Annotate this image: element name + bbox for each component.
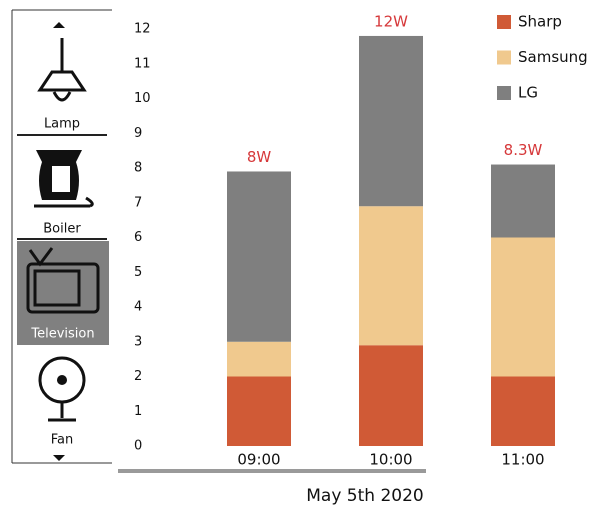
item-label: Television <box>30 327 94 342</box>
y-tick-label: 0 <box>134 439 142 454</box>
y-tick-label: 2 <box>134 369 142 384</box>
scroll-up[interactable] <box>53 22 65 28</box>
bar-segment <box>227 376 291 446</box>
item-label: Lamp <box>44 117 80 132</box>
x-tick-label: 10:00 <box>369 451 412 469</box>
y-tick-label: 10 <box>134 91 151 106</box>
y-tick-label: 11 <box>134 56 151 71</box>
bar-segment <box>359 206 423 346</box>
bar-segment <box>491 164 555 238</box>
fan-stand <box>48 402 76 422</box>
time-scrollbar[interactable] <box>118 469 426 473</box>
x-tick-label: 09:00 <box>237 451 280 469</box>
tv-icon <box>26 262 100 314</box>
legend-label: Sharp <box>518 13 562 31</box>
legend-swatch <box>497 50 511 65</box>
boiler-cord <box>34 196 94 208</box>
bar-segment <box>227 171 291 342</box>
bar-segment <box>359 35 423 207</box>
sidebar-item[interactable]: Lamp <box>17 38 107 136</box>
boiler-window <box>52 166 70 192</box>
lamp-icon <box>37 38 87 102</box>
y-tick-label: 3 <box>134 334 142 349</box>
y-tick-label: 9 <box>134 126 142 141</box>
y-tick-label: 7 <box>134 195 142 210</box>
sidebar-item[interactable]: Fan <box>38 356 86 448</box>
selected-background <box>17 241 109 345</box>
item-label: Fan <box>51 433 74 448</box>
total-label: 12W <box>374 12 408 30</box>
bar-segment <box>227 341 291 377</box>
sidebar-item[interactable]: Boiler <box>17 150 107 240</box>
total-label: 8.3W <box>504 141 543 159</box>
legend-label: LG <box>518 84 538 102</box>
sidebar: Lamp Boiler Television Fan <box>11 9 112 464</box>
y-tick-label: 4 <box>134 300 142 315</box>
y-tick-label: 5 <box>134 265 142 280</box>
y-tick-label: 6 <box>134 230 142 245</box>
scroll-down[interactable] <box>53 455 65 461</box>
x-tick-label: 11:00 <box>501 451 544 469</box>
bar-segment <box>491 237 555 377</box>
y-tick-label: 12 <box>134 22 151 37</box>
total-label: 8W <box>247 148 272 166</box>
item-label: Boiler <box>43 222 81 237</box>
y-tick-label: 1 <box>134 404 142 419</box>
bar-segment <box>359 345 423 446</box>
sidebar-item[interactable]: Television <box>17 241 109 345</box>
tv-screen <box>33 269 81 307</box>
fan-hub <box>57 375 67 385</box>
y-tick-label: 8 <box>134 161 142 176</box>
bar-segment <box>491 376 555 446</box>
legend-label: Samsung <box>518 48 588 66</box>
legend-swatch <box>497 15 511 29</box>
legend-swatch <box>497 86 511 100</box>
x-axis-label: May 5th 2020 <box>306 486 423 506</box>
